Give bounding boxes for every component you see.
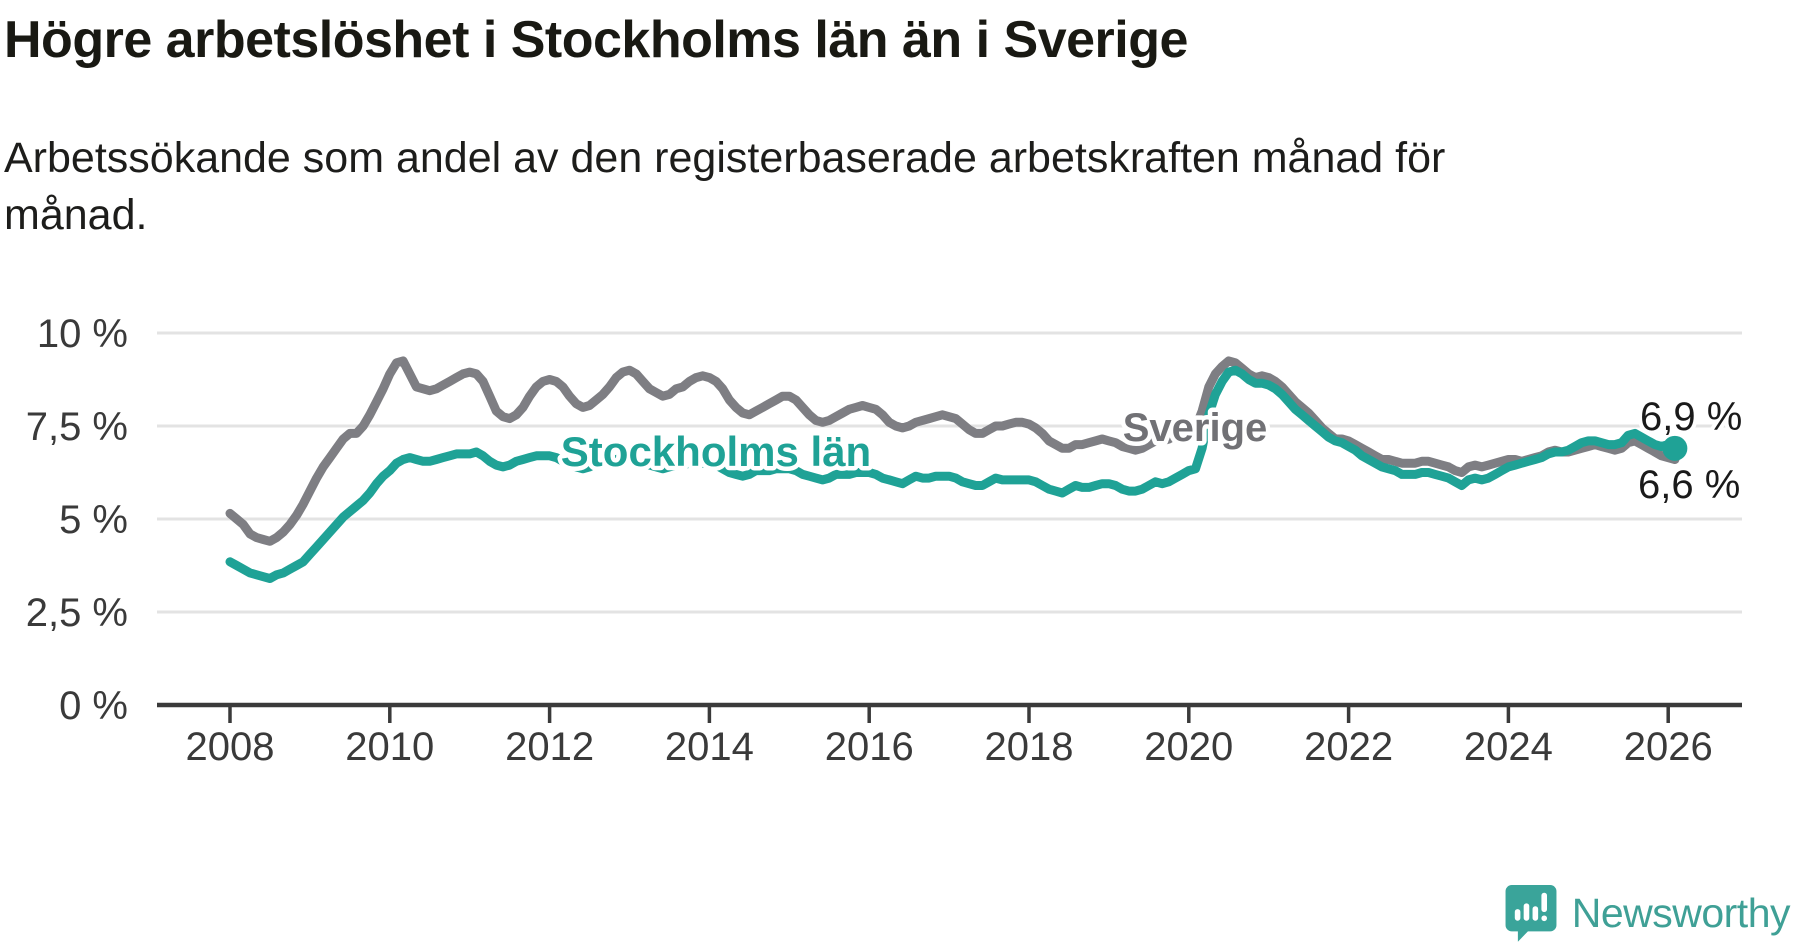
x-axis-tick-label: 2022: [1304, 725, 1393, 769]
speech-bubble-shape: [1505, 885, 1557, 942]
series-line-sverige: [225, 356, 1680, 546]
series-label-stockholms-l-n: Stockholms län: [561, 428, 871, 475]
x-axis-tick-label: 2018: [985, 725, 1074, 769]
x-axis-tick-label: 2020: [1144, 725, 1233, 769]
y-axis-tick-label: 0 %: [59, 684, 128, 728]
x-axis-tick-label: 2016: [825, 725, 914, 769]
page-title: Högre arbetslöshet i Stockholms län än i…: [4, 11, 1188, 69]
series-label-sverige: Sverige: [1123, 406, 1268, 450]
newsworthy-logo-icon: [1504, 883, 1558, 943]
x-axis-tick-label: 2014: [665, 725, 754, 769]
end-value-label: 6,9 %: [1640, 395, 1742, 439]
y-axis-tick-label: 7,5 %: [26, 405, 128, 449]
chart-subtitle: Arbetssökande som andel av den registerb…: [4, 134, 1446, 239]
x-axis-tick-label: 2012: [505, 725, 594, 769]
x-axis-tick-label: 2008: [186, 725, 275, 769]
brand-footer: Newsworthy: [1504, 883, 1791, 943]
x-axis-tick-label: 2010: [345, 725, 434, 769]
y-axis-tick-label: 10 %: [37, 312, 128, 356]
series-end-dot: [1662, 435, 1688, 461]
brand-name: Newsworthy: [1571, 889, 1791, 936]
x-axis-tick-label: 2026: [1624, 725, 1713, 769]
y-axis-tick-label: 2,5 %: [26, 591, 128, 635]
y-axis-tick-label: 5 %: [59, 498, 128, 542]
end-value-label: 6,6 %: [1638, 463, 1740, 507]
x-axis-tick-label: 2024: [1464, 725, 1553, 769]
series-line-stockholms-l-n: [225, 365, 1680, 583]
